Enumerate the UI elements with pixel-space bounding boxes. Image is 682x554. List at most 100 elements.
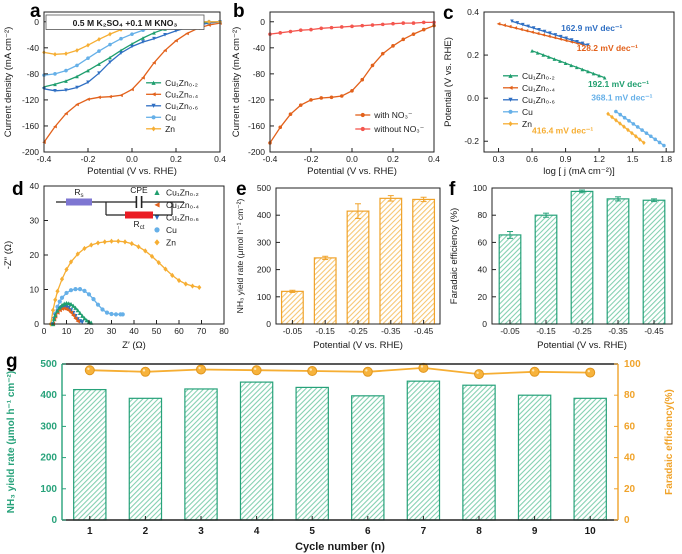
- svg-text:Cu: Cu: [522, 107, 533, 117]
- svg-text:100: 100: [624, 359, 641, 370]
- svg-text:with NO₃⁻: with NO₃⁻: [373, 110, 413, 120]
- svg-text:Cu₁Zn₀.₂: Cu₁Zn₀.₂: [165, 78, 198, 88]
- svg-text:192.1 mV dec⁻¹: 192.1 mV dec⁻¹: [588, 79, 649, 89]
- svg-text:Cu₁Zn₀.₄: Cu₁Zn₀.₄: [522, 83, 556, 93]
- svg-text:Faradaic efficiency (%): Faradaic efficiency (%): [449, 208, 460, 304]
- chart-lsv-nitrate: -0.4 -0.2 0.0 0.2 0.4 0 -40 -80 -120 -160 -200 Pote…: [231, 11, 440, 177]
- svg-text:3: 3: [198, 526, 204, 537]
- svg-text:NH₃ yield rate (μmol h⁻¹ cm⁻²): NH₃ yield rate (μmol h⁻¹ cm⁻²): [6, 371, 17, 513]
- svg-text:0.2: 0.2: [387, 154, 399, 164]
- svg-text:Cu₁Zn₀.₄: Cu₁Zn₀.₄: [165, 89, 199, 99]
- svg-text:0: 0: [42, 326, 47, 336]
- chart-nyquist-eis: 0 10 20 30 40 50 60 70 80 0 10 20 30 40 Z′ (Ω) -Z″ (Ω) C…: [3, 181, 229, 351]
- svg-text:log [ j (mA cm⁻²)]: log [ j (mA cm⁻²)]: [543, 166, 615, 177]
- panel-letter-e: e: [236, 179, 247, 200]
- chart-cycling-stability: 1 2 3 4 5 6 7 8 9 100100200300400500020406080100C…: [6, 359, 675, 553]
- svg-text:-Z″ (Ω): -Z″ (Ω): [3, 241, 14, 269]
- svg-text:0: 0: [51, 515, 57, 526]
- panel-d-nyquist: 0 10 20 30 40 50 60 70 80 0 10 20 30 40 Z′ (Ω) -Z″ (Ω) C…: [0, 178, 232, 357]
- svg-text:Cu₁Zn₀.₆: Cu₁Zn₀.₆: [166, 212, 199, 222]
- svg-text:8: 8: [476, 526, 482, 537]
- svg-text:without NO₃⁻: without NO₃⁻: [373, 124, 425, 134]
- svg-text:0: 0: [34, 319, 39, 329]
- svg-text:Potential (V vs. RHE): Potential (V vs. RHE): [87, 166, 177, 177]
- svg-text:10: 10: [585, 526, 597, 537]
- svg-text:128.2 mV dec⁻¹: 128.2 mV dec⁻¹: [577, 43, 638, 53]
- svg-text:NH₃ yield rate (μmol h⁻¹ cm⁻²): NH₃ yield rate (μmol h⁻¹ cm⁻²): [235, 199, 245, 314]
- svg-text:0: 0: [260, 17, 265, 27]
- svg-text:400: 400: [40, 390, 57, 401]
- svg-text:0.2: 0.2: [170, 154, 182, 164]
- svg-text:0.0: 0.0: [126, 154, 138, 164]
- svg-text:80: 80: [219, 326, 229, 336]
- svg-text:-0.2: -0.2: [464, 136, 479, 146]
- svg-text:0: 0: [266, 319, 271, 329]
- svg-text:Current density (mA cm⁻²): Current density (mA cm⁻²): [3, 27, 14, 138]
- svg-text:10: 10: [30, 285, 40, 295]
- svg-text:5: 5: [309, 526, 315, 537]
- svg-text:500: 500: [40, 359, 57, 370]
- svg-text:30: 30: [107, 326, 117, 336]
- svg-text:Rs: Rs: [74, 187, 83, 199]
- svg-text:-120: -120: [22, 95, 39, 105]
- svg-text:0: 0: [482, 319, 487, 329]
- svg-text:Potential (V vs. RHE): Potential (V vs. RHE): [443, 37, 454, 127]
- svg-text:Zn: Zn: [522, 119, 532, 129]
- svg-text:0.0: 0.0: [346, 154, 358, 164]
- svg-text:4: 4: [254, 526, 260, 537]
- svg-text:-0.25: -0.25: [348, 326, 368, 336]
- svg-text:Cu₁Zn₀.₄: Cu₁Zn₀.₄: [166, 200, 200, 210]
- svg-text:50: 50: [152, 326, 162, 336]
- svg-text:-0.35: -0.35: [608, 326, 628, 336]
- svg-text:Potential (V vs. RHE): Potential (V vs. RHE): [313, 340, 403, 351]
- svg-text:-0.4: -0.4: [263, 154, 278, 164]
- svg-text:Z′ (Ω): Z′ (Ω): [122, 340, 146, 351]
- svg-text:20: 20: [478, 292, 488, 302]
- panel-f-fe-bars: -0.05 -0.15 -0.25 -0.35 -0.45 0 20 40 60 80 100 Pot…: [446, 178, 682, 357]
- svg-text:-0.35: -0.35: [381, 326, 401, 336]
- svg-text:-0.25: -0.25: [572, 326, 592, 336]
- svg-text:Potential (V vs. RHE): Potential (V vs. RHE): [307, 166, 397, 177]
- svg-text:Cu₁Zn₀.₂: Cu₁Zn₀.₂: [522, 71, 555, 81]
- svg-text:20: 20: [624, 484, 636, 495]
- svg-text:Cu: Cu: [165, 112, 176, 122]
- svg-text:2: 2: [143, 526, 149, 537]
- svg-text:-0.2: -0.2: [81, 154, 96, 164]
- panel-letter-b: b: [233, 1, 245, 22]
- svg-text:60: 60: [624, 421, 636, 432]
- svg-text:-0.4: -0.4: [37, 154, 52, 164]
- svg-text:0: 0: [624, 515, 630, 526]
- svg-text:162.9 mV dec⁻¹: 162.9 mV dec⁻¹: [561, 23, 622, 33]
- svg-text:-80: -80: [253, 69, 266, 79]
- svg-text:100: 100: [473, 183, 487, 193]
- panel-letter-f: f: [449, 179, 456, 200]
- svg-text:Faradaic efficiency(%): Faradaic efficiency(%): [664, 389, 675, 495]
- svg-text:100: 100: [257, 292, 271, 302]
- chart-faradaic-efficiency-bars: -0.05 -0.15 -0.25 -0.35 -0.45 0 20 40 60 80 100 Pot…: [449, 183, 673, 351]
- svg-text:-80: -80: [27, 69, 40, 79]
- svg-text:-0.45: -0.45: [414, 326, 434, 336]
- svg-text:-0.45: -0.45: [644, 326, 664, 336]
- svg-text:80: 80: [624, 390, 636, 401]
- svg-text:500: 500: [257, 183, 271, 193]
- panel-letter-a: a: [30, 1, 41, 22]
- svg-text:Potential (V vs. RHE): Potential (V vs. RHE): [537, 340, 627, 351]
- chart-nh3-yield-bars: -0.05 -0.15 -0.25 -0.35 -0.45 0 100 200 300 400 50…: [235, 183, 441, 351]
- svg-text:0.0: 0.0: [467, 93, 479, 103]
- svg-text:300: 300: [40, 421, 57, 432]
- svg-text:Zn: Zn: [166, 237, 176, 247]
- svg-text:-160: -160: [248, 121, 265, 131]
- svg-text:-0.2: -0.2: [304, 154, 319, 164]
- panel-a-lsv-catalysts: -0.4 -0.2 0.0 0.2 0.4 0 -40 -80 -120 -160 -200 Pote…: [0, 0, 228, 183]
- svg-text:0.4: 0.4: [428, 154, 440, 164]
- svg-text:40: 40: [30, 181, 40, 191]
- svg-text:-40: -40: [253, 43, 266, 53]
- svg-text:60: 60: [478, 237, 488, 247]
- chart-tafel-slopes: 0.3 0.6 0.9 1.2 1.5 1.8 0.4 0.2 0.0 -0.2 log [ j (…: [443, 7, 675, 177]
- svg-text:0.5 M K₂SO₄ +0.1 M KNO₃: 0.5 M K₂SO₄ +0.1 M KNO₃: [73, 18, 178, 28]
- svg-text:80: 80: [478, 210, 488, 220]
- svg-text:1.5: 1.5: [627, 154, 639, 164]
- svg-text:368.1 mV dec⁻¹: 368.1 mV dec⁻¹: [591, 93, 652, 103]
- svg-text:300: 300: [257, 237, 271, 247]
- svg-text:-0.15: -0.15: [536, 326, 556, 336]
